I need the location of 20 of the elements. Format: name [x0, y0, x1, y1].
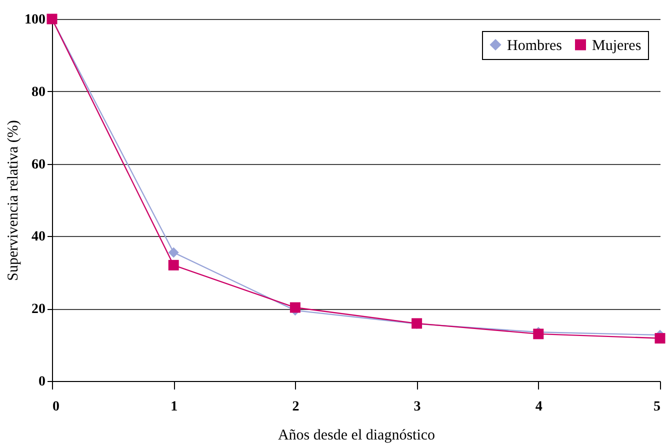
y-tick-label: 0	[38, 374, 46, 390]
legend-label: Hombres	[507, 38, 562, 54]
x-tick-label: 5	[654, 400, 660, 414]
x-tick-label: 0	[52, 400, 60, 414]
point	[168, 260, 179, 270]
x-tick-label: 4	[535, 400, 542, 414]
y-tick-label: 40	[32, 230, 46, 245]
legend-label: Mujeres	[592, 38, 642, 54]
y-tick-label: 100	[24, 12, 46, 28]
x-tick-label: 2	[292, 400, 300, 414]
x-tick-label: 1	[170, 400, 178, 414]
point	[290, 302, 300, 313]
point	[654, 333, 666, 344]
point	[168, 247, 179, 258]
y-tick-label: 20	[32, 302, 46, 318]
y-tick-label: 60	[32, 157, 46, 172]
x-axis-title: Años desde el diagnóstico	[278, 428, 436, 444]
x-tick-label: 3	[414, 400, 421, 414]
y-axis-title: Supervivencia relativa (%)	[6, 120, 22, 281]
y-tick-label: 80	[32, 84, 46, 100]
